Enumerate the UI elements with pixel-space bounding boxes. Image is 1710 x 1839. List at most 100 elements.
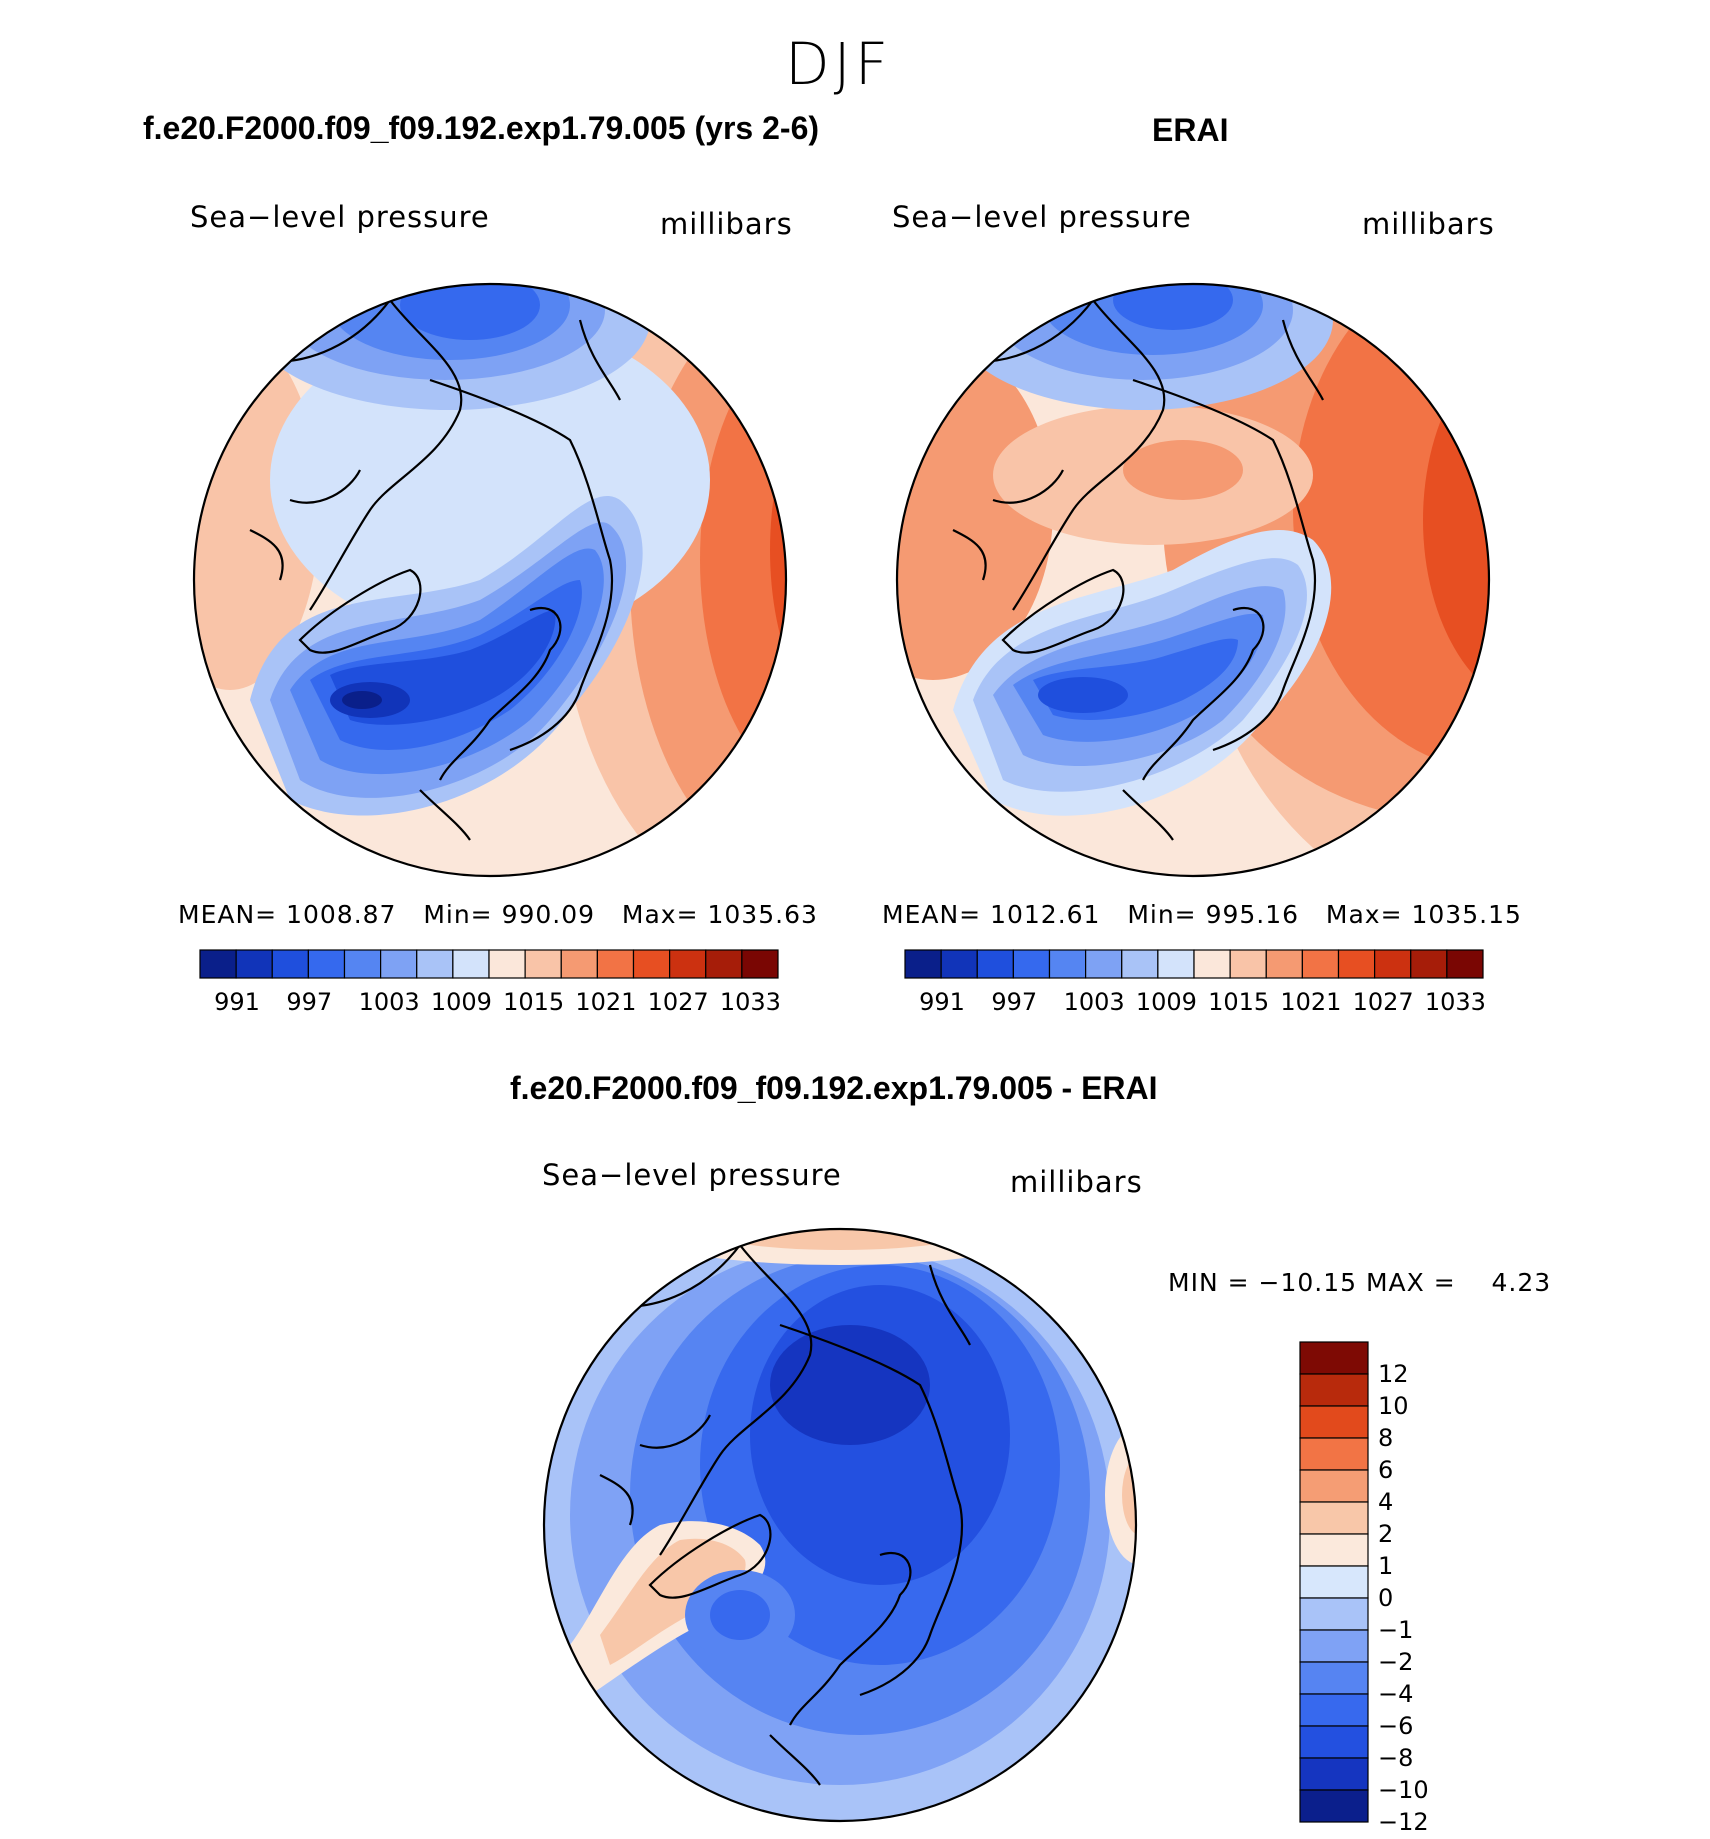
diff-colorbar-tick-label: 12	[1378, 1360, 1409, 1388]
erai-colorbar-tick-label: 1003	[1063, 988, 1125, 1016]
model-max-value: 1035.63	[707, 900, 818, 929]
diff-colorbar-swatch	[1299, 1373, 1369, 1407]
erai-colorbar-swatch	[1374, 949, 1412, 979]
model-colorbar-swatch	[488, 949, 526, 979]
diff-colorbar-swatch	[1299, 1469, 1369, 1503]
diff-units-label: millibars	[1010, 1165, 1143, 1199]
model-colorbar-swatch	[235, 949, 273, 979]
diff-colorbar-tick-label: −12	[1378, 1808, 1429, 1836]
model-colorbar-swatch	[452, 949, 490, 979]
model-colorbar-swatch	[632, 949, 671, 979]
model-colorbar-swatch	[199, 949, 237, 979]
erai-colorbar-swatch	[1410, 949, 1448, 979]
erai-max-label: Max=	[1325, 900, 1403, 929]
diff-colorbar-swatch	[1299, 1757, 1369, 1791]
erai-units-label: millibars	[1362, 207, 1495, 241]
erai-colorbar	[904, 949, 1484, 979]
model-min-label: Min=	[423, 900, 493, 929]
diff-colorbar-tick-label: 4	[1378, 1488, 1394, 1516]
erai-min-label: Min=	[1127, 900, 1197, 929]
model-colorbar-tick-label: 1003	[358, 988, 420, 1016]
model-stats-line: MEAN= 1008.87 Min= 990.09 Max= 1035.63	[178, 900, 818, 929]
model-colorbar-tick-label: 991	[214, 988, 260, 1016]
erai-colorbar-swatch	[1157, 949, 1195, 979]
erai-panel-title: ERAI	[1152, 112, 1229, 148]
erai-colorbar-swatch	[1229, 949, 1267, 979]
diff-colorbar-swatch	[1299, 1597, 1369, 1631]
model-colorbar-tick-label: 1009	[430, 988, 492, 1016]
erai-colorbar-swatch	[1337, 949, 1376, 979]
erai-colorbar-tick-label: 1027	[1352, 988, 1414, 1016]
model-colorbar	[199, 949, 779, 979]
diff-colorbar-tick-label: −4	[1378, 1680, 1414, 1708]
diff-max-value: 4.23	[1491, 1268, 1552, 1297]
diff-colorbar-tick-label: 0	[1378, 1584, 1394, 1612]
erai-colorbar-swatch	[904, 949, 942, 979]
diff-colorbar-tick-label: −2	[1378, 1648, 1414, 1676]
diff-colorbar-swatch	[1299, 1629, 1369, 1663]
erai-mean-value: 1012.61	[990, 900, 1101, 929]
diff-colorbar-tick-label: −8	[1378, 1744, 1414, 1772]
diff-variable-label: Sea−level pressure	[542, 1158, 842, 1192]
erai-colorbar-swatch	[1048, 949, 1087, 979]
diff-colorbar-tick-label: 10	[1378, 1392, 1409, 1420]
model-variable-label: Sea−level pressure	[190, 200, 490, 234]
diff-max-label: MAX =	[1365, 1268, 1456, 1297]
diff-panel-title: f.e20.F2000.f09_f09.192.exp1.79.005 - ER…	[510, 1070, 1158, 1106]
diff-min-value: −10.15	[1258, 1268, 1358, 1297]
model-panel-title: f.e20.F2000.f09_f09.192.exp1.79.005 (yrs…	[143, 110, 820, 146]
diff-colorbar-swatch	[1299, 1661, 1369, 1695]
model-colorbar-tick-label: 997	[286, 988, 333, 1016]
diff-colorbar-tick-label: −10	[1378, 1776, 1429, 1804]
erai-max-value: 1035.15	[1411, 900, 1522, 929]
model-colorbar-swatch	[741, 949, 779, 979]
erai-colorbar-swatch	[1265, 949, 1303, 979]
erai-mean-label: MEAN=	[882, 900, 982, 929]
model-min-value: 990.09	[501, 900, 596, 929]
season-title: DJF	[785, 30, 893, 98]
diff-colorbar-tick-label: −6	[1378, 1712, 1414, 1740]
model-max-label: Max=	[621, 900, 699, 929]
diff-colorbar-swatch	[1299, 1405, 1369, 1439]
erai-colorbar-tick-label: 1021	[1280, 988, 1342, 1016]
erai-colorbar-swatch	[976, 949, 1014, 979]
model-colorbar-swatch	[596, 949, 635, 979]
model-colorbar-tick-label: 1027	[647, 988, 709, 1016]
erai-colorbar-tick-label: 1033	[1424, 988, 1486, 1016]
erai-colorbar-swatch	[1121, 949, 1159, 979]
erai-colorbar-tick-label: 997	[991, 988, 1038, 1016]
diff-stats-line: MIN = −10.15 MAX = 4.23	[1168, 1268, 1551, 1297]
diff-colorbar-swatch	[1299, 1341, 1369, 1375]
erai-colorbar-swatch	[1193, 949, 1231, 979]
diff-colorbar-swatch	[1299, 1693, 1369, 1727]
model-polar-map	[192, 282, 788, 878]
model-colorbar-swatch	[380, 949, 418, 979]
diff-colorbar-swatch	[1299, 1725, 1369, 1759]
diff-colorbar-swatch	[1299, 1565, 1369, 1599]
erai-variable-label: Sea−level pressure	[892, 200, 1192, 234]
erai-colorbar-swatch	[1012, 949, 1051, 979]
diff-colorbar-tick-label: 1	[1378, 1552, 1394, 1580]
diff-colorbar-swatch	[1299, 1437, 1369, 1471]
model-mean-label: MEAN=	[178, 900, 278, 929]
model-colorbar-swatch	[416, 949, 454, 979]
model-colorbar-swatch	[524, 949, 562, 979]
erai-colorbar-swatch	[1085, 949, 1123, 979]
erai-colorbar-tick-label: 1015	[1208, 988, 1270, 1016]
erai-colorbar-tick-label: 1009	[1135, 988, 1197, 1016]
model-colorbar-tick-label: 1033	[719, 988, 781, 1016]
diff-colorbar-swatch	[1299, 1533, 1369, 1567]
model-colorbar-swatch	[705, 949, 743, 979]
erai-stats-line: MEAN= 1012.61 Min= 995.16 Max= 1035.15	[882, 900, 1522, 929]
diff-colorbar	[1299, 1341, 1369, 1823]
erai-colorbar-swatch	[940, 949, 978, 979]
diff-colorbar-tick-label: −1	[1378, 1616, 1414, 1644]
model-colorbar-tick-label: 1021	[575, 988, 637, 1016]
model-colorbar-swatch	[343, 949, 382, 979]
erai-colorbar-tick-label: 991	[919, 988, 965, 1016]
erai-colorbar-swatch	[1301, 949, 1340, 979]
erai-polar-map	[895, 282, 1491, 878]
diff-colorbar-tick-label: 6	[1378, 1456, 1394, 1484]
diff-min-label: MIN =	[1168, 1268, 1250, 1297]
erai-colorbar-swatch	[1446, 949, 1484, 979]
